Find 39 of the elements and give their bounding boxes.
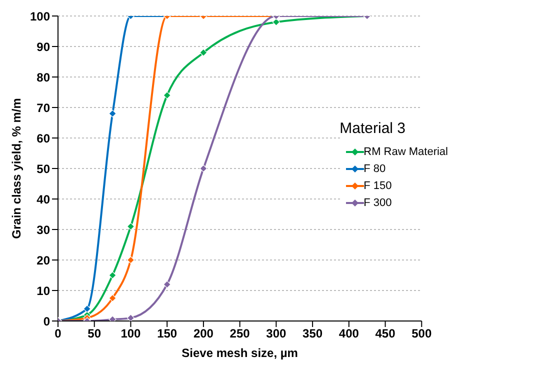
point: [163, 92, 171, 100]
legend-label: F 300: [364, 196, 392, 208]
point: [83, 305, 91, 313]
y-axis-title: Grain class yield, % m/m: [9, 98, 24, 239]
y-tick-label: 20: [36, 253, 50, 268]
y-tick-label: 90: [36, 40, 50, 54]
x-axis-title: Sieve mesh size, µm: [182, 346, 298, 360]
x-tick-label: 100: [120, 326, 142, 341]
x-tick-label: 350: [302, 326, 323, 341]
point: [108, 110, 116, 118]
x-tick-label: 250: [230, 326, 250, 341]
point: [126, 222, 135, 230]
legend-title: Material 3: [340, 120, 406, 137]
point: [108, 294, 116, 302]
point: [200, 164, 208, 172]
x-tick-label: 500: [412, 326, 432, 341]
x-tick-label: 400: [338, 326, 360, 341]
x-tick-label: 150: [157, 326, 178, 341]
x-tick-label: 0: [54, 326, 62, 341]
y-tick-label: 10: [36, 284, 50, 298]
legend-label: RM Raw Material: [364, 146, 448, 158]
x-tick-label: 50: [88, 326, 102, 341]
y-tick-label: 40: [36, 192, 50, 206]
point: [126, 314, 135, 321]
legend-label: F 80: [364, 162, 386, 174]
y-tick-label: 50: [36, 162, 50, 176]
y-tick-label: 70: [36, 100, 50, 115]
x-tick-label: 300: [266, 326, 287, 341]
point: [163, 280, 171, 288]
y-tick-label: 30: [36, 222, 50, 237]
y-tick-label: 80: [36, 70, 50, 84]
y-tick-label: 60: [36, 131, 50, 146]
y-tick-label: 0: [43, 314, 50, 328]
point: [126, 256, 135, 264]
x-tick-label: 200: [193, 326, 214, 341]
legend-label: F 150: [364, 180, 392, 192]
y-tick-label: 100: [30, 9, 50, 24]
point: [108, 271, 116, 280]
x-tick-label: 450: [375, 326, 396, 341]
